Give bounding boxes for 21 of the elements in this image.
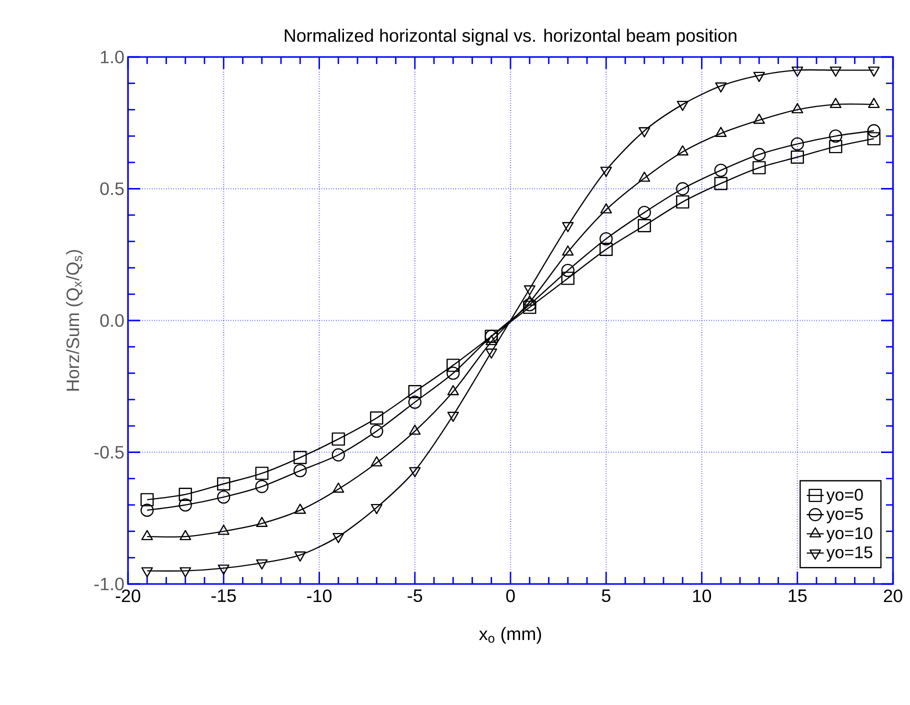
x-tick-label: 10 [693, 590, 712, 602]
y-tick-label: 1.0 [100, 50, 124, 64]
legend-label: yo=15 [826, 546, 872, 562]
y-tick-label: 0.0 [100, 314, 124, 327]
x-tick-label: -20 [116, 590, 140, 602]
y-tick-label: 0.5 [100, 182, 124, 196]
legend-label: yo=0 [826, 488, 863, 504]
legend-label: yo=10 [826, 527, 872, 543]
x-tick-label: 5 [602, 590, 610, 602]
x-tick-label: 0 [506, 590, 515, 602]
x-tick-label: -10 [307, 590, 332, 602]
y-tick-label: -1.0 [94, 578, 124, 590]
x-tick-label: 20 [884, 590, 902, 602]
y-axis-title: Horz/Sum (Q$_{x}$/Q$_{s}$) [66, 250, 83, 391]
x-tick-label: 15 [788, 590, 807, 602]
chart-title: Normalized horizontal signal vs. horizontal beam position [284, 28, 736, 46]
legend-label: yo=5 [826, 508, 863, 524]
x-tick-label: -5 [408, 590, 422, 602]
y-tick-label: -0.5 [94, 446, 124, 459]
x-tick-label: -15 [211, 590, 236, 602]
x-axis-title: x$_{o}$ (mm) [479, 627, 542, 644]
